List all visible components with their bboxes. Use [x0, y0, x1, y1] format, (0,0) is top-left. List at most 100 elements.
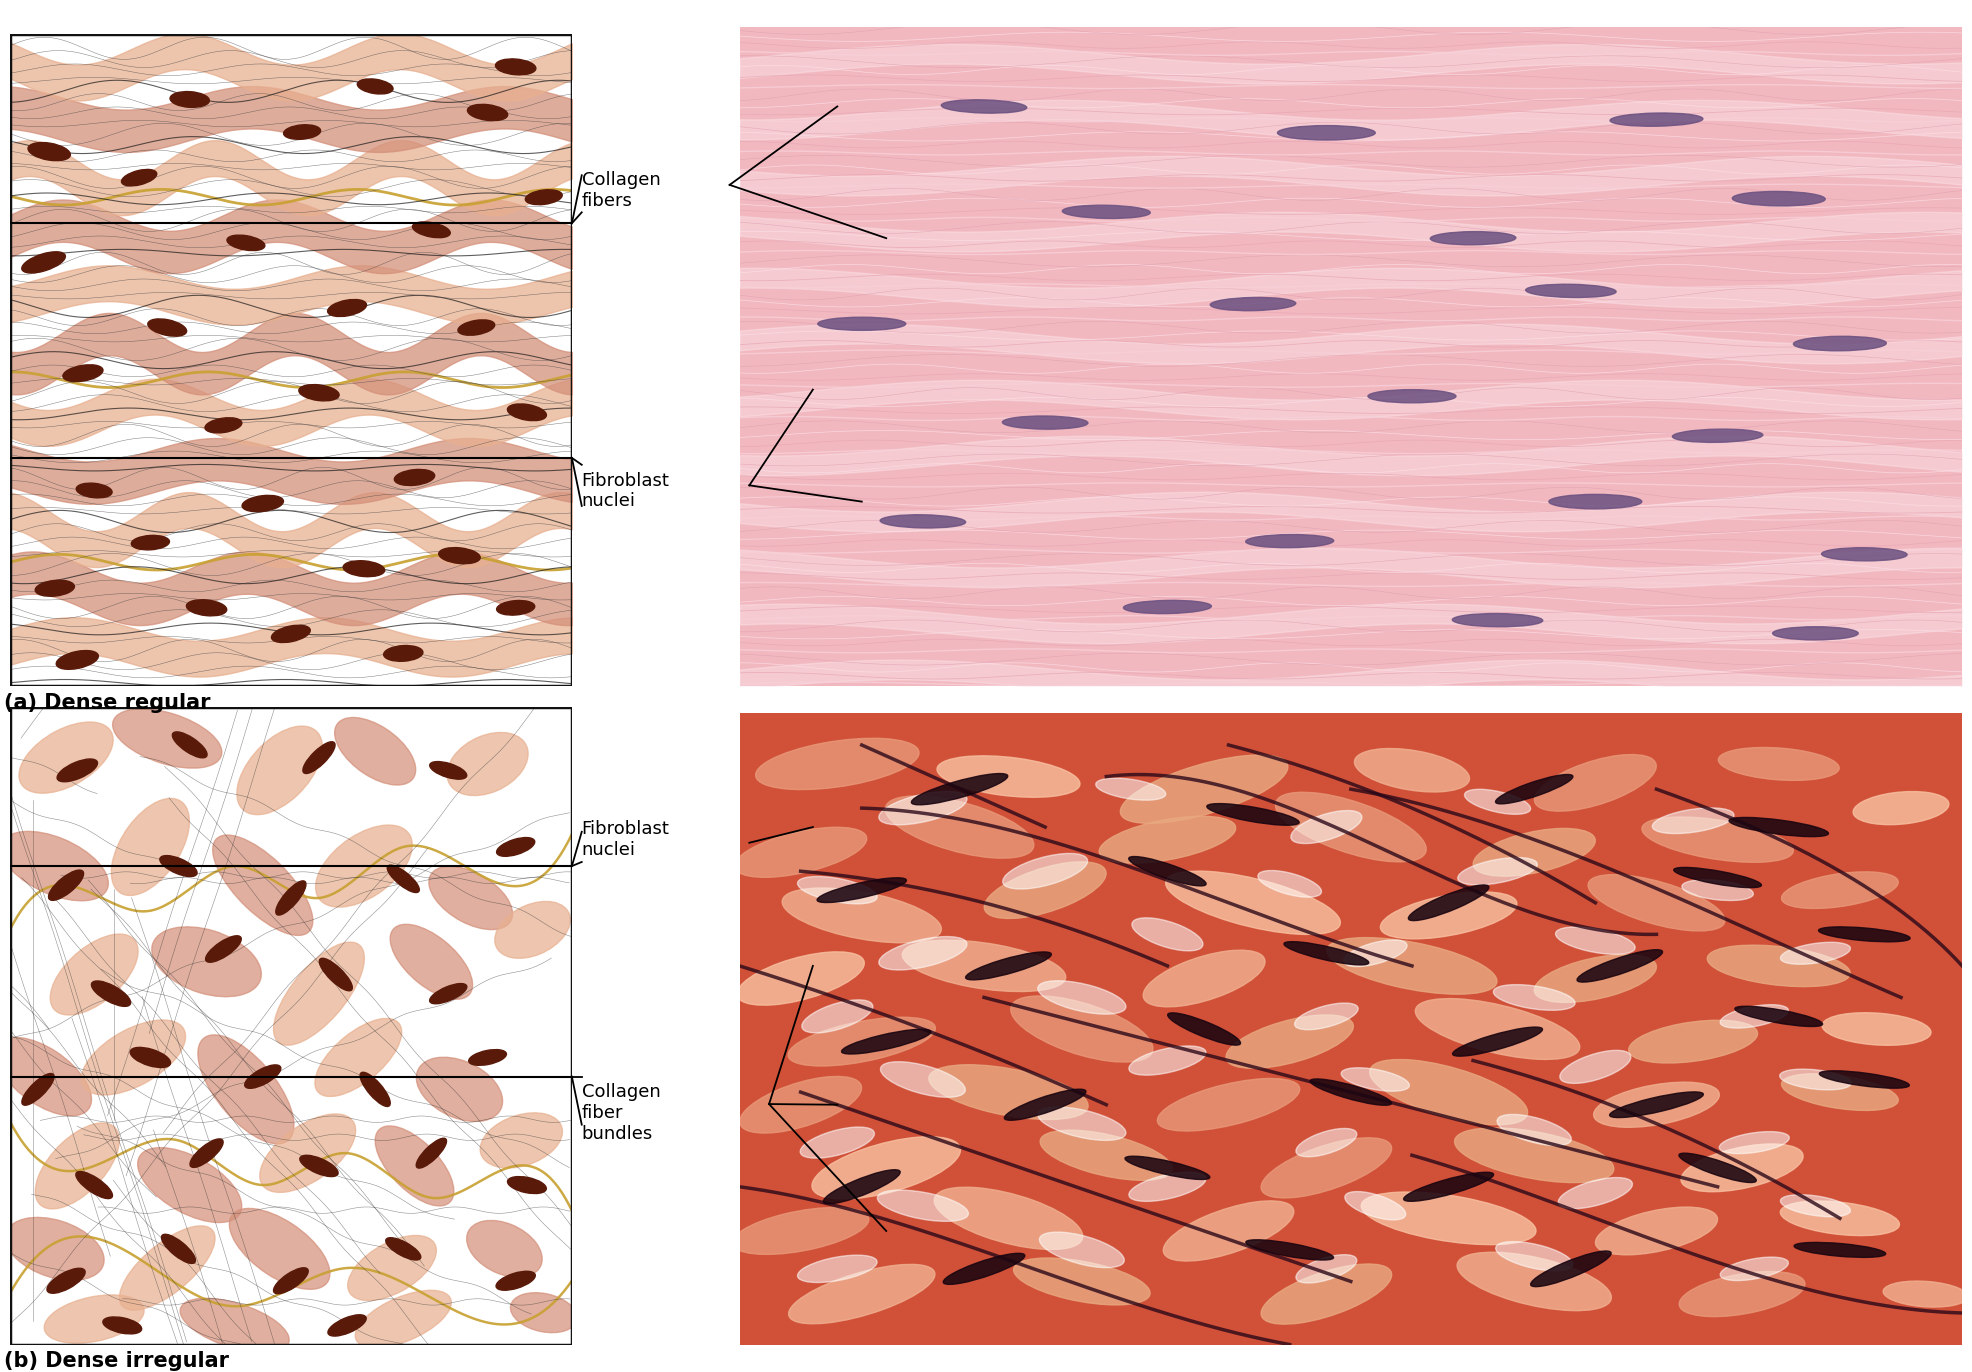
Ellipse shape [525, 189, 562, 204]
Ellipse shape [1408, 885, 1489, 921]
Ellipse shape [1465, 789, 1530, 815]
Ellipse shape [755, 738, 919, 790]
Ellipse shape [1643, 816, 1793, 863]
Ellipse shape [467, 1221, 542, 1277]
Ellipse shape [1296, 1128, 1357, 1157]
Ellipse shape [284, 125, 321, 140]
Ellipse shape [1165, 871, 1341, 934]
Ellipse shape [885, 796, 1033, 858]
Ellipse shape [112, 709, 221, 768]
Ellipse shape [1558, 1177, 1633, 1209]
Ellipse shape [170, 92, 209, 107]
Ellipse shape [300, 384, 339, 401]
Ellipse shape [495, 59, 536, 75]
Ellipse shape [300, 1155, 337, 1177]
Ellipse shape [20, 722, 112, 793]
Ellipse shape [880, 514, 966, 528]
Ellipse shape [213, 836, 314, 936]
Ellipse shape [172, 731, 207, 757]
Ellipse shape [430, 984, 467, 1004]
Ellipse shape [1560, 1051, 1631, 1084]
Ellipse shape [797, 1255, 878, 1283]
Ellipse shape [1779, 1069, 1852, 1089]
Ellipse shape [1883, 1281, 1968, 1308]
Ellipse shape [1680, 1144, 1802, 1192]
Ellipse shape [1260, 1137, 1392, 1198]
Ellipse shape [205, 936, 241, 962]
Ellipse shape [1096, 778, 1165, 800]
Ellipse shape [276, 881, 306, 915]
Ellipse shape [1158, 1078, 1300, 1131]
Ellipse shape [2, 831, 108, 901]
Ellipse shape [35, 1122, 120, 1209]
Ellipse shape [797, 877, 878, 904]
Ellipse shape [387, 866, 420, 893]
Ellipse shape [122, 169, 156, 187]
Ellipse shape [842, 1029, 931, 1054]
Ellipse shape [1473, 829, 1595, 877]
Text: Collagen
fibers: Collagen fibers [582, 170, 661, 210]
Ellipse shape [1012, 996, 1154, 1062]
Ellipse shape [49, 870, 83, 900]
Text: (a) Dense regular: (a) Dense regular [4, 693, 211, 713]
Ellipse shape [1343, 940, 1408, 967]
Ellipse shape [1674, 867, 1761, 888]
Ellipse shape [304, 742, 335, 774]
Ellipse shape [1781, 871, 1899, 908]
Ellipse shape [35, 580, 75, 597]
Ellipse shape [394, 469, 434, 486]
Ellipse shape [880, 937, 966, 970]
Ellipse shape [416, 1058, 503, 1121]
Ellipse shape [734, 827, 868, 877]
Ellipse shape [1534, 955, 1656, 1003]
Ellipse shape [274, 1268, 308, 1294]
Ellipse shape [1002, 853, 1089, 889]
Ellipse shape [1294, 1003, 1359, 1030]
Ellipse shape [316, 1018, 402, 1096]
Ellipse shape [260, 1114, 355, 1192]
Ellipse shape [1781, 1195, 1850, 1217]
Ellipse shape [458, 320, 495, 335]
Ellipse shape [1128, 1172, 1207, 1202]
Ellipse shape [1144, 951, 1266, 1007]
Ellipse shape [1451, 613, 1542, 627]
Ellipse shape [1530, 1251, 1611, 1287]
Text: Fibroblast
nuclei: Fibroblast nuclei [582, 820, 670, 859]
Text: (b) Dense irregular: (b) Dense irregular [4, 1351, 229, 1372]
Ellipse shape [732, 1207, 870, 1254]
Ellipse shape [428, 866, 513, 930]
Ellipse shape [1296, 1254, 1357, 1283]
Ellipse shape [187, 600, 227, 616]
Ellipse shape [1818, 927, 1911, 941]
Ellipse shape [1718, 748, 1840, 781]
Ellipse shape [1457, 858, 1538, 885]
Ellipse shape [467, 104, 507, 121]
Ellipse shape [1795, 1243, 1885, 1257]
Ellipse shape [1246, 535, 1333, 547]
Ellipse shape [1345, 1191, 1406, 1220]
Ellipse shape [237, 726, 321, 815]
Ellipse shape [1629, 1021, 1757, 1063]
Ellipse shape [1207, 804, 1300, 825]
Ellipse shape [1609, 113, 1704, 126]
Ellipse shape [316, 825, 412, 907]
Ellipse shape [1037, 981, 1126, 1014]
Ellipse shape [430, 761, 467, 779]
Ellipse shape [1227, 1015, 1353, 1069]
Ellipse shape [416, 1139, 446, 1168]
Ellipse shape [28, 143, 71, 161]
Ellipse shape [49, 934, 138, 1015]
Ellipse shape [801, 1126, 874, 1158]
Ellipse shape [1822, 547, 1907, 561]
Ellipse shape [327, 299, 367, 317]
Ellipse shape [1309, 1078, 1392, 1106]
Ellipse shape [22, 1073, 53, 1106]
Ellipse shape [385, 645, 422, 661]
Ellipse shape [818, 317, 905, 331]
Ellipse shape [935, 1187, 1083, 1250]
Ellipse shape [1781, 943, 1850, 965]
Ellipse shape [941, 100, 1027, 113]
Ellipse shape [1773, 627, 1858, 639]
Ellipse shape [1361, 1192, 1536, 1244]
Ellipse shape [179, 1298, 290, 1353]
